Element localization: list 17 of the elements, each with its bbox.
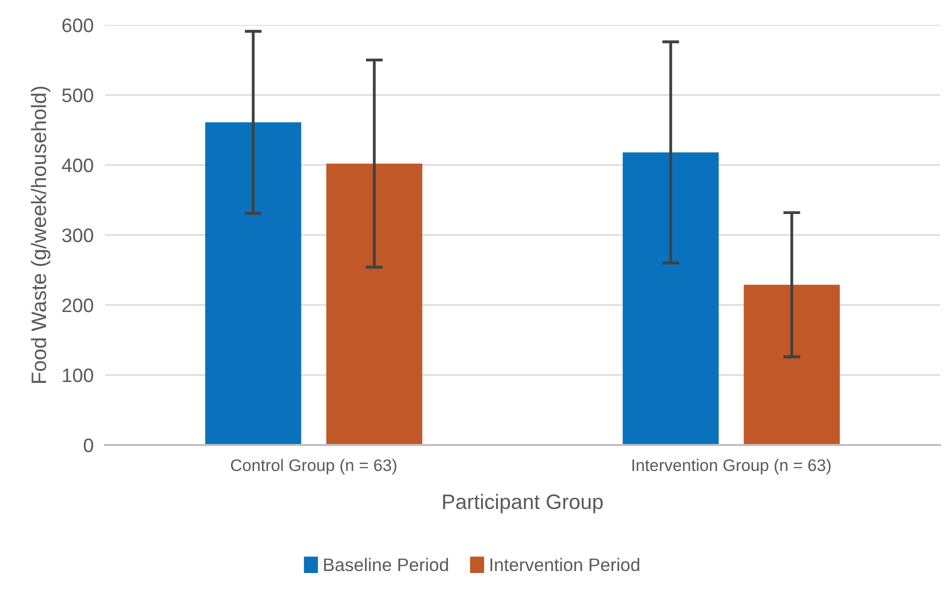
x-tick-label: Control Group (n = 63) — [230, 458, 396, 474]
y-axis-title: Food Waste (g/week/household) — [30, 86, 50, 383]
bar — [326, 164, 422, 445]
bar — [205, 122, 302, 445]
y-tick-label: 100 — [62, 368, 94, 382]
x-tick-label: Intervention Group (n = 63) — [632, 458, 831, 474]
bar — [622, 152, 719, 445]
y-tick-label: 200 — [62, 298, 94, 312]
bar — [744, 284, 840, 445]
y-tick-label: 600 — [62, 18, 94, 32]
y-tick-label: 400 — [62, 158, 94, 172]
legend-label: Baseline Period — [324, 558, 448, 572]
legend-label: Intervention Period — [490, 558, 640, 572]
y-tick-label: 500 — [62, 88, 94, 102]
y-tick-label: 300 — [62, 228, 94, 242]
x-axis-title: Participant Group — [443, 494, 603, 514]
y-tick-label: 0 — [84, 438, 94, 452]
